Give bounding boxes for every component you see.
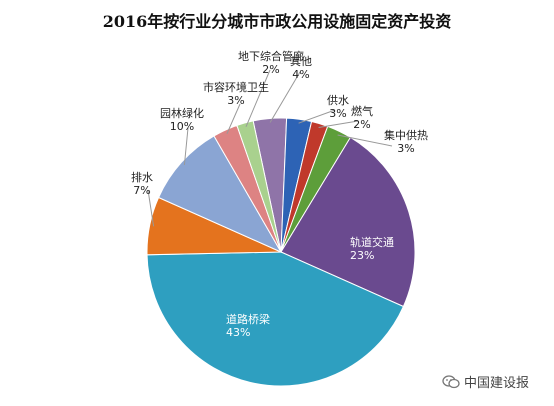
wechat-icon <box>442 374 460 388</box>
slice-label-name: 园林绿化 <box>160 106 204 120</box>
slice-label-percent: 43% <box>226 326 250 339</box>
slice-label-percent: 3% <box>397 142 414 155</box>
slice-label-name: 供水 <box>327 93 349 107</box>
leader-line <box>298 109 336 124</box>
leader-line <box>245 69 271 127</box>
pie-slice <box>236 120 282 253</box>
slice-label-name: 燃气 <box>351 104 373 118</box>
watermark-text: 中国建设报 <box>464 376 530 391</box>
slice-label-percent: 2% <box>353 118 370 131</box>
leader-line <box>337 134 393 147</box>
leader-line <box>269 71 301 123</box>
pie-slice <box>280 136 416 308</box>
pie-slice <box>157 135 283 254</box>
slice-label-name: 排水 <box>131 170 153 184</box>
pie-slice <box>146 251 405 387</box>
slice-label-percent: 3% <box>227 94 244 107</box>
leader-line <box>226 103 241 135</box>
slice-label-name: 市容环境卫生 <box>203 80 269 94</box>
leader-line <box>318 120 359 128</box>
slice-label-name: 道路桥梁 <box>226 312 270 326</box>
slice-label-percent: 23% <box>350 249 374 262</box>
slice-label-name: 集中供热 <box>384 128 428 142</box>
slice-label-percent: 4% <box>292 68 309 81</box>
slice-label-percent: 2% <box>262 63 279 76</box>
watermark: 中国建设报 <box>442 372 529 391</box>
slice-label-name: 轨道交通 <box>350 235 394 249</box>
chart-title: 2016年按行业分城市市政公用设施固定资产投资 <box>102 12 452 31</box>
slice-label-percent: 10% <box>170 120 194 133</box>
leader-line <box>147 189 155 227</box>
slice-label-percent: 7% <box>133 184 150 197</box>
leader-line <box>183 127 189 166</box>
slice-label-name: 其他 <box>290 55 312 68</box>
slice-label-percent: 3% <box>329 107 346 120</box>
slice-label-name: 地下综合管廊 <box>238 49 304 63</box>
